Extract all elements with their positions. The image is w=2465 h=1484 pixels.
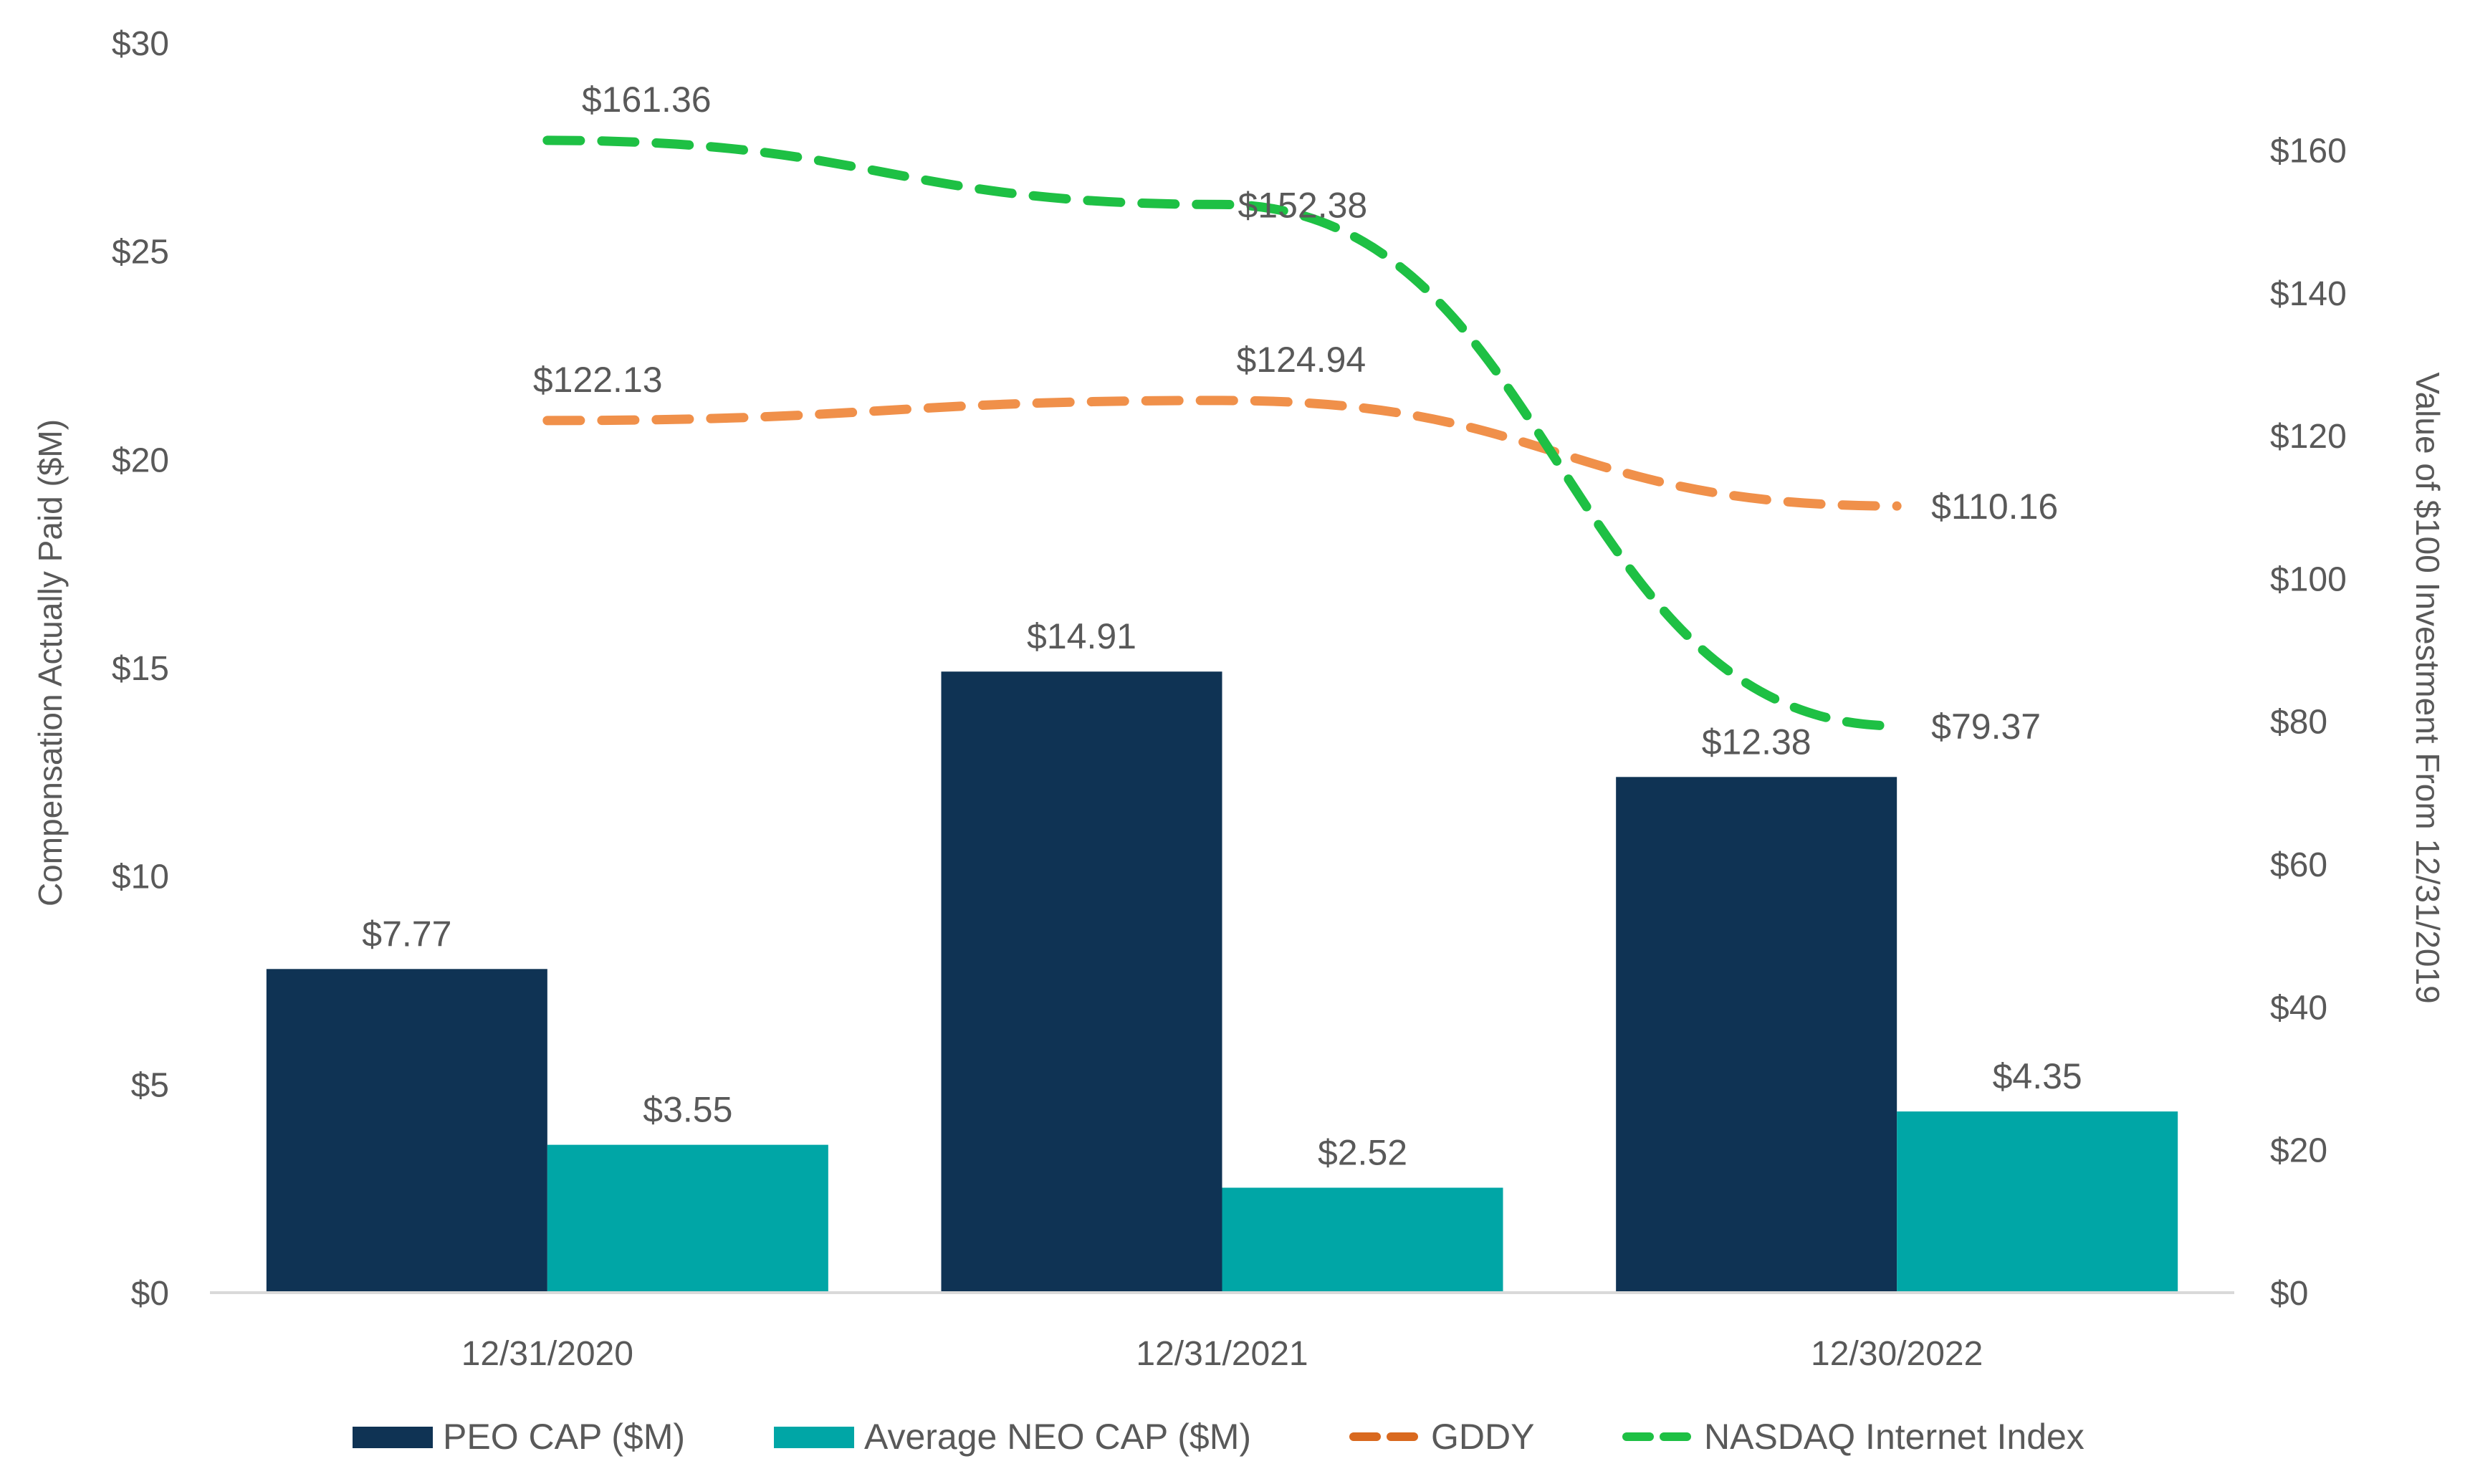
bar-average-neo-cap-m	[547, 1144, 828, 1293]
left-tick-label: $30	[112, 25, 169, 63]
bar-data-label: $4.35	[1993, 1056, 2082, 1096]
bar-peo-cap-m	[941, 671, 1222, 1293]
bar-peo-cap-m	[266, 969, 547, 1293]
x-tick-label: 12/31/2020	[461, 1335, 633, 1373]
right-tick-label: $140	[2270, 275, 2347, 313]
right-tick-label: $80	[2270, 704, 2327, 742]
line-data-label: $124.94	[1237, 340, 1366, 380]
line-data-label: $79.37	[1931, 707, 2041, 747]
left-tick-label: $10	[112, 858, 169, 896]
line-data-label: $122.13	[533, 360, 663, 400]
line-data-label: $152.38	[1238, 185, 1368, 225]
line-data-label: $161.36	[582, 80, 712, 120]
legend: PEO CAP ($M) Average NEO CAP ($M) GDDY NASD…	[353, 1417, 2085, 1457]
bar-data-label: $7.77	[362, 914, 451, 954]
legend-label: NASDAQ Internet Index	[1704, 1417, 2085, 1457]
bar-data-label: $3.55	[643, 1090, 732, 1130]
legend-label: PEO CAP ($M)	[443, 1417, 685, 1457]
bar-data-label: $2.52	[1318, 1133, 1407, 1173]
legend-item: Average NEO CAP ($M)	[774, 1417, 1251, 1457]
bar-average-neo-cap-m	[1222, 1187, 1503, 1293]
right-axis-title: Value of $100 Investment From 12/31/2019	[2409, 372, 2446, 1003]
legend-swatch	[353, 1427, 433, 1448]
legend-swatch	[774, 1427, 854, 1448]
bar-data-label: $12.38	[1702, 722, 1811, 762]
left-axis-ticks: $0 $5 $10 $15 $20 $25 $30	[112, 25, 169, 1313]
left-axis-title: Compensation Actually Paid ($M)	[32, 419, 69, 906]
bar-average-neo-cap-m	[1897, 1111, 2178, 1293]
right-tick-label: $120	[2270, 418, 2347, 456]
left-tick-label: $15	[112, 650, 169, 688]
left-tick-label: $5	[131, 1066, 169, 1104]
left-tick-label: $25	[112, 234, 169, 272]
legend-label: Average NEO CAP ($M)	[864, 1417, 1251, 1457]
data-labels: $7.77 $14.91 $12.38 $3.55 $2.52 $4.35 $122.13 $…	[362, 80, 2082, 1173]
legend-item: PEO CAP ($M)	[353, 1417, 685, 1457]
left-tick-label: $0	[131, 1275, 169, 1313]
right-tick-label: $160	[2270, 132, 2347, 170]
line-nasdaq-internet-index	[542, 135, 1902, 731]
x-tick-label: 12/30/2022	[1811, 1335, 1983, 1373]
x-axis-ticks: 12/31/2020 12/31/2021 12/30/2022	[461, 1335, 1983, 1373]
right-tick-label: $100	[2270, 560, 2347, 598]
legend-item: NASDAQ Internet Index	[1622, 1417, 2085, 1457]
right-tick-label: $40	[2270, 989, 2327, 1027]
bar-data-label: $14.91	[1027, 616, 1136, 656]
bar-layer	[266, 671, 2178, 1293]
left-tick-label: $20	[112, 441, 169, 479]
legend-label: GDDY	[1431, 1417, 1534, 1457]
line-layer	[542, 135, 1902, 731]
line-gddy	[542, 396, 1902, 511]
bar-peo-cap-m	[1616, 777, 1897, 1293]
right-tick-label: $20	[2270, 1132, 2327, 1170]
line-data-label: $110.16	[1931, 487, 2058, 527]
right-axis-ticks: $0 $20 $40 $60 $80 $100 $120 $140 $160	[2270, 132, 2347, 1313]
right-tick-label: $60	[2270, 846, 2327, 884]
right-tick-label: $0	[2270, 1275, 2308, 1313]
x-tick-label: 12/31/2021	[1136, 1335, 1308, 1373]
legend-item: GDDY	[1349, 1417, 1534, 1457]
